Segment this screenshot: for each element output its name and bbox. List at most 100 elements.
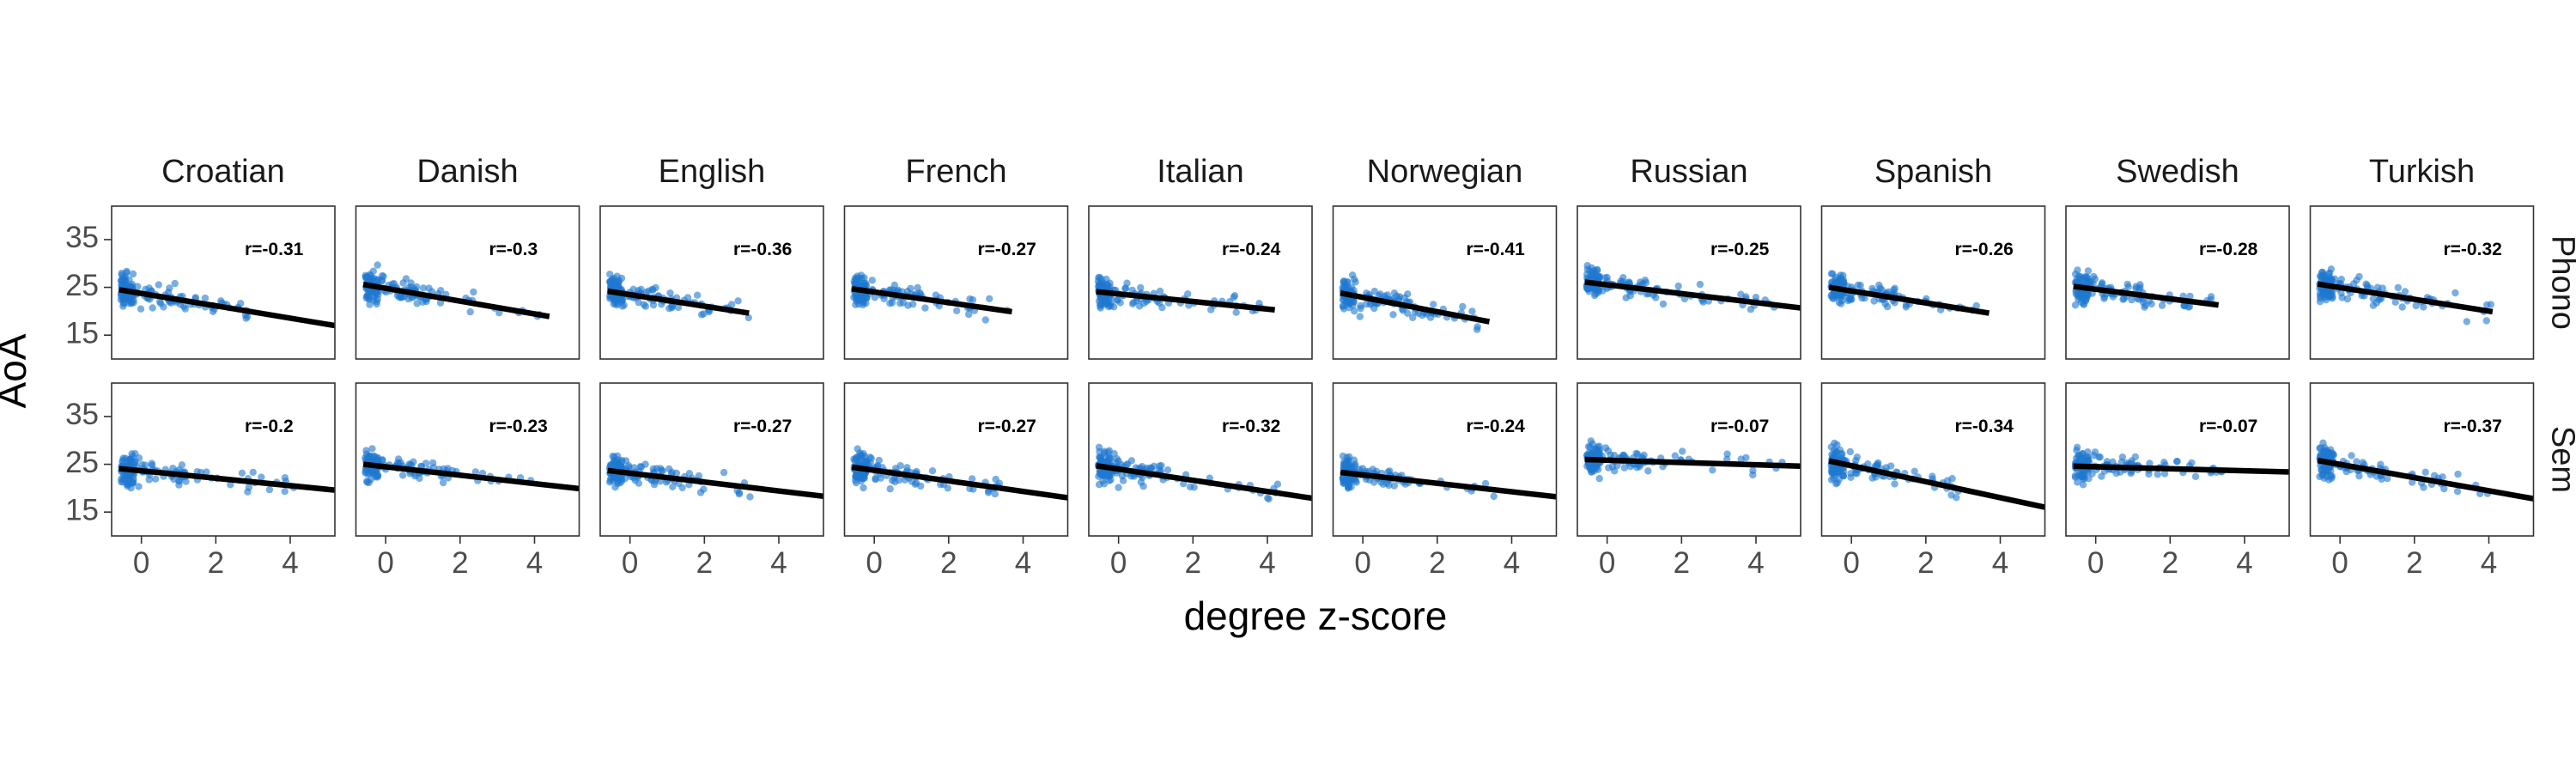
data-point [1340,279,1348,287]
data-point [1100,480,1109,488]
panel-turkish-phono: r=-0.32 [2309,205,2535,360]
correlation-label: r=-0.36 [733,240,792,259]
data-point [2353,458,2360,466]
data-point [645,287,653,295]
data-point [617,456,626,465]
data-point [121,279,130,287]
data-point [1584,442,1593,451]
data-point [1381,292,1389,300]
data-point [2079,450,2087,458]
strip-label-danish: Danish [416,154,518,190]
data-point [1832,480,1840,488]
correlation-label: r=-0.32 [1222,417,1280,436]
data-point [201,294,210,302]
x-tick-label: 2 [1429,546,1445,580]
data-point [1659,463,1667,471]
panel-english-phono: r=-0.36 [599,205,824,360]
data-point [1837,271,1844,279]
y-tick-label: 35 [65,221,99,254]
panel-background [1821,206,2045,359]
data-point [968,475,976,483]
data-point [635,298,642,307]
panel-swedish-sem: r=-0.07 [2065,382,2290,537]
axes: 15 25 35 15 25 35 0 2 4 0 2 4 0 2 4 0 2 4 0 2 4 0 2 4 0 2 4 0 2 4 0 2 4 0… [65,221,2497,580]
data-point [991,490,999,498]
regression-line [118,466,335,493]
data-point [466,307,474,316]
data-point [641,302,649,310]
data-point [1133,297,1141,305]
strip-label-english: English [659,154,766,190]
correlation-label: r=-0.37 [2444,417,2502,436]
data-point [1599,287,1607,295]
data-point [992,475,999,484]
data-point [1723,455,1731,463]
data-point [363,478,371,485]
data-point [1113,296,1121,304]
data-point [1468,307,1476,315]
data-point [966,295,974,303]
data-point [145,284,153,292]
data-point [1837,277,1844,285]
x-tick-label: 2 [696,546,713,580]
x-tick-label: 4 [1015,546,1031,580]
data-point [606,293,615,301]
regression-line [1584,279,1801,311]
panel-border [599,205,824,360]
correlation-label: r=-0.23 [489,417,548,436]
data-point [615,277,623,284]
data-point [1389,311,1397,319]
data-point [1847,473,1855,481]
data-point [1096,447,1103,456]
data-point [244,488,252,496]
x-axis-title: degree z-score [1184,593,1448,638]
regression-line [1340,290,1491,325]
data-point [1404,309,1412,317]
data-point [2173,458,2181,466]
x-tick-label: 4 [1504,546,1520,580]
x-tick-label: 0 [133,546,149,580]
data-point [1346,453,1353,460]
panel-swedish-phono: r=-0.28 [2065,205,2290,360]
data-point [1370,287,1379,295]
data-point [685,470,694,478]
data-point [1953,494,1960,502]
regression-line [607,288,750,316]
data-point [1105,447,1114,454]
x-tick-label: 2 [452,546,468,580]
data-point [2098,472,2105,480]
panel-background [844,206,1068,359]
panel-background [355,383,580,536]
data-point [2451,289,2459,297]
data-point [2326,293,2334,301]
panel-border [1332,382,1558,537]
data-point [2324,449,2333,458]
data-point [1640,451,1648,459]
data-point [374,295,381,303]
data-point [1911,467,1918,475]
data-point [2369,301,2378,309]
panel-english-sem: r=-0.27 [599,382,824,537]
correlation-label: r=-0.32 [2444,240,2502,259]
panel-border [1820,205,2046,360]
data-point [1873,461,1880,470]
panel-russian-sem: r=-0.07 [1577,382,1801,537]
data-point [265,485,274,494]
regression-line [2317,281,2494,315]
data-point [118,271,126,279]
regression-line [362,282,550,320]
data-point [1607,451,1614,459]
data-point [1118,472,1127,480]
data-point [1105,472,1113,480]
data-point [1105,459,1114,466]
regression-line [2073,463,2289,475]
data-point [1891,480,1899,488]
data-point [125,480,132,488]
data-point [1620,464,1629,472]
data-point [1473,323,1481,331]
data-point [1832,447,1840,456]
data-point [1340,479,1348,488]
x-tick-label: 0 [1110,546,1127,580]
data-point [914,283,921,292]
data-point [2343,295,2352,303]
